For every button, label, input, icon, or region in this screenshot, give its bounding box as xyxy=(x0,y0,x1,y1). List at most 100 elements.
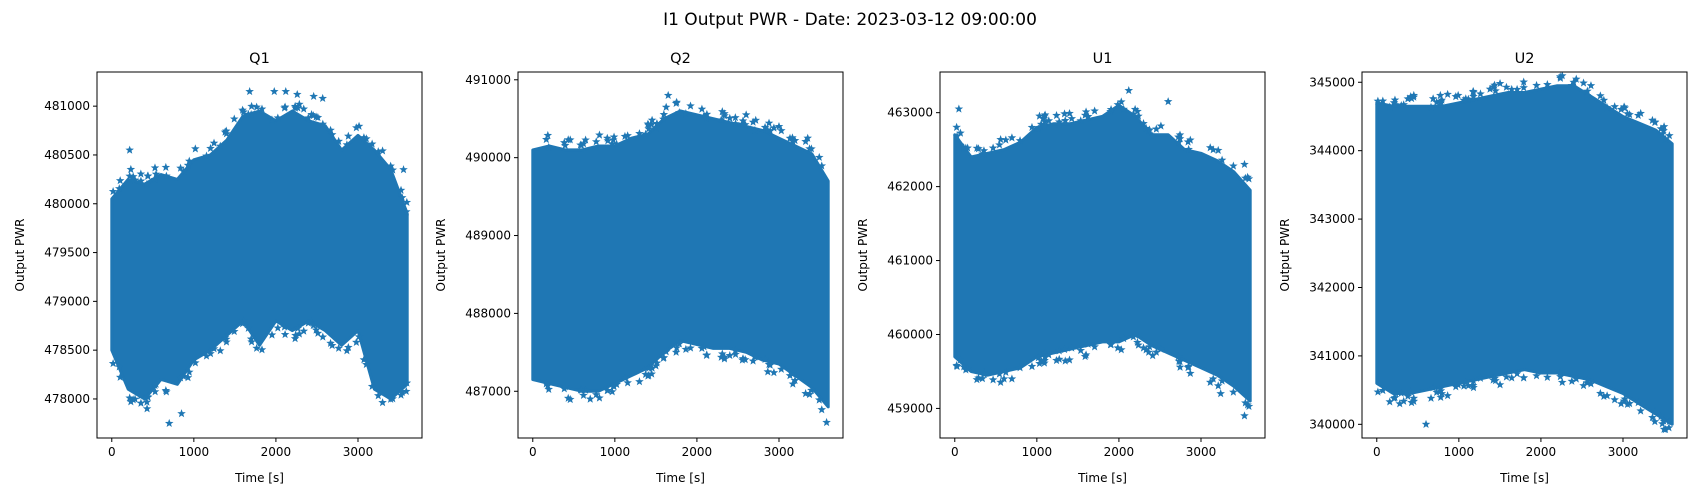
data-point xyxy=(643,371,653,380)
data-point xyxy=(397,193,407,202)
data-point xyxy=(367,381,377,390)
data-point xyxy=(238,319,247,328)
panel-title: Q1 xyxy=(249,51,270,67)
y-tick-label: 462000 xyxy=(887,180,933,194)
data-point xyxy=(1060,109,1069,118)
data-point xyxy=(1421,419,1431,428)
data-point xyxy=(750,125,760,134)
data-point xyxy=(142,179,152,188)
data-point xyxy=(1156,344,1166,353)
data-point xyxy=(206,143,215,153)
panel-title: U2 xyxy=(1515,51,1535,67)
data-point xyxy=(354,121,364,130)
data-point xyxy=(1156,121,1166,130)
data-band xyxy=(110,109,409,401)
data-point xyxy=(125,145,134,154)
data-point xyxy=(1432,387,1441,396)
data-point xyxy=(1373,387,1383,396)
y-tick-label: 342000 xyxy=(1309,280,1355,294)
data-point xyxy=(1044,350,1054,359)
data-point xyxy=(1409,393,1419,402)
y-tick-label: 487000 xyxy=(465,384,511,398)
data-point xyxy=(1665,416,1674,426)
data-point xyxy=(1543,80,1552,89)
data-point xyxy=(1571,374,1581,383)
data-point xyxy=(1081,350,1091,359)
x-tick-label: 2000 xyxy=(1104,445,1135,459)
data-point xyxy=(1205,143,1215,152)
data-point xyxy=(150,387,160,396)
data-point xyxy=(764,118,774,127)
data-point xyxy=(978,374,987,383)
data-point xyxy=(309,320,318,330)
data-point xyxy=(309,111,318,120)
y-tick-label: 460000 xyxy=(887,327,933,341)
data-point xyxy=(1208,374,1218,383)
data-point xyxy=(295,329,304,338)
data-point xyxy=(402,197,412,206)
data-point xyxy=(1582,378,1592,387)
data-point xyxy=(1395,399,1405,408)
data-point xyxy=(751,352,761,361)
x-tick-label: 0 xyxy=(1373,445,1381,459)
data-point xyxy=(280,322,289,331)
data-point xyxy=(952,131,962,140)
data-point xyxy=(1664,423,1674,432)
data-point xyxy=(581,135,590,144)
x-tick-label: 3000 xyxy=(343,445,374,459)
data-point xyxy=(1602,103,1612,112)
data-point xyxy=(1067,114,1077,123)
data-point xyxy=(702,350,711,359)
data-point xyxy=(1659,122,1669,131)
data-point xyxy=(731,345,740,355)
data-point xyxy=(544,384,554,393)
data-point xyxy=(581,385,590,394)
data-point xyxy=(1596,91,1605,100)
data-point xyxy=(304,318,313,327)
data-point xyxy=(659,109,669,119)
data-point xyxy=(1130,330,1140,339)
data-point xyxy=(367,139,377,148)
data-point xyxy=(1451,92,1461,101)
data-point xyxy=(560,138,569,147)
data-point xyxy=(805,389,814,399)
data-point xyxy=(612,139,621,148)
data-point xyxy=(244,109,253,118)
data-point xyxy=(1054,354,1064,363)
data-point xyxy=(1399,396,1408,405)
data-point xyxy=(591,137,601,146)
data-point xyxy=(1133,106,1142,116)
data-point xyxy=(1665,131,1674,140)
data-point xyxy=(307,110,316,119)
data-point xyxy=(183,373,193,382)
data-point xyxy=(1117,97,1126,106)
data-point xyxy=(1117,345,1126,354)
data-point xyxy=(716,115,726,124)
data-point xyxy=(1378,385,1388,395)
data-point xyxy=(115,184,124,193)
data-point xyxy=(307,317,316,326)
data-point xyxy=(1148,131,1157,140)
data-point xyxy=(1113,343,1123,352)
data-point xyxy=(1229,161,1238,170)
data-point xyxy=(1184,361,1193,371)
data-point xyxy=(980,149,989,158)
data-point xyxy=(652,119,662,128)
data-point xyxy=(1152,124,1161,133)
data-point xyxy=(643,119,653,128)
y-tick-label: 478000 xyxy=(44,392,90,406)
data-point xyxy=(1040,122,1049,131)
data-point xyxy=(647,363,657,372)
data-point xyxy=(763,125,773,135)
y-axis-label: Output PWR xyxy=(13,219,27,292)
data-point xyxy=(1040,358,1049,367)
data-point xyxy=(822,417,831,427)
data-point xyxy=(1409,92,1419,101)
data-point xyxy=(401,386,411,395)
y-tick-label: 479000 xyxy=(44,294,90,308)
panel-title: Q2 xyxy=(670,51,691,67)
data-point xyxy=(1461,94,1471,103)
data-point xyxy=(663,90,673,99)
data-point xyxy=(1599,391,1609,400)
data-point xyxy=(741,110,751,119)
